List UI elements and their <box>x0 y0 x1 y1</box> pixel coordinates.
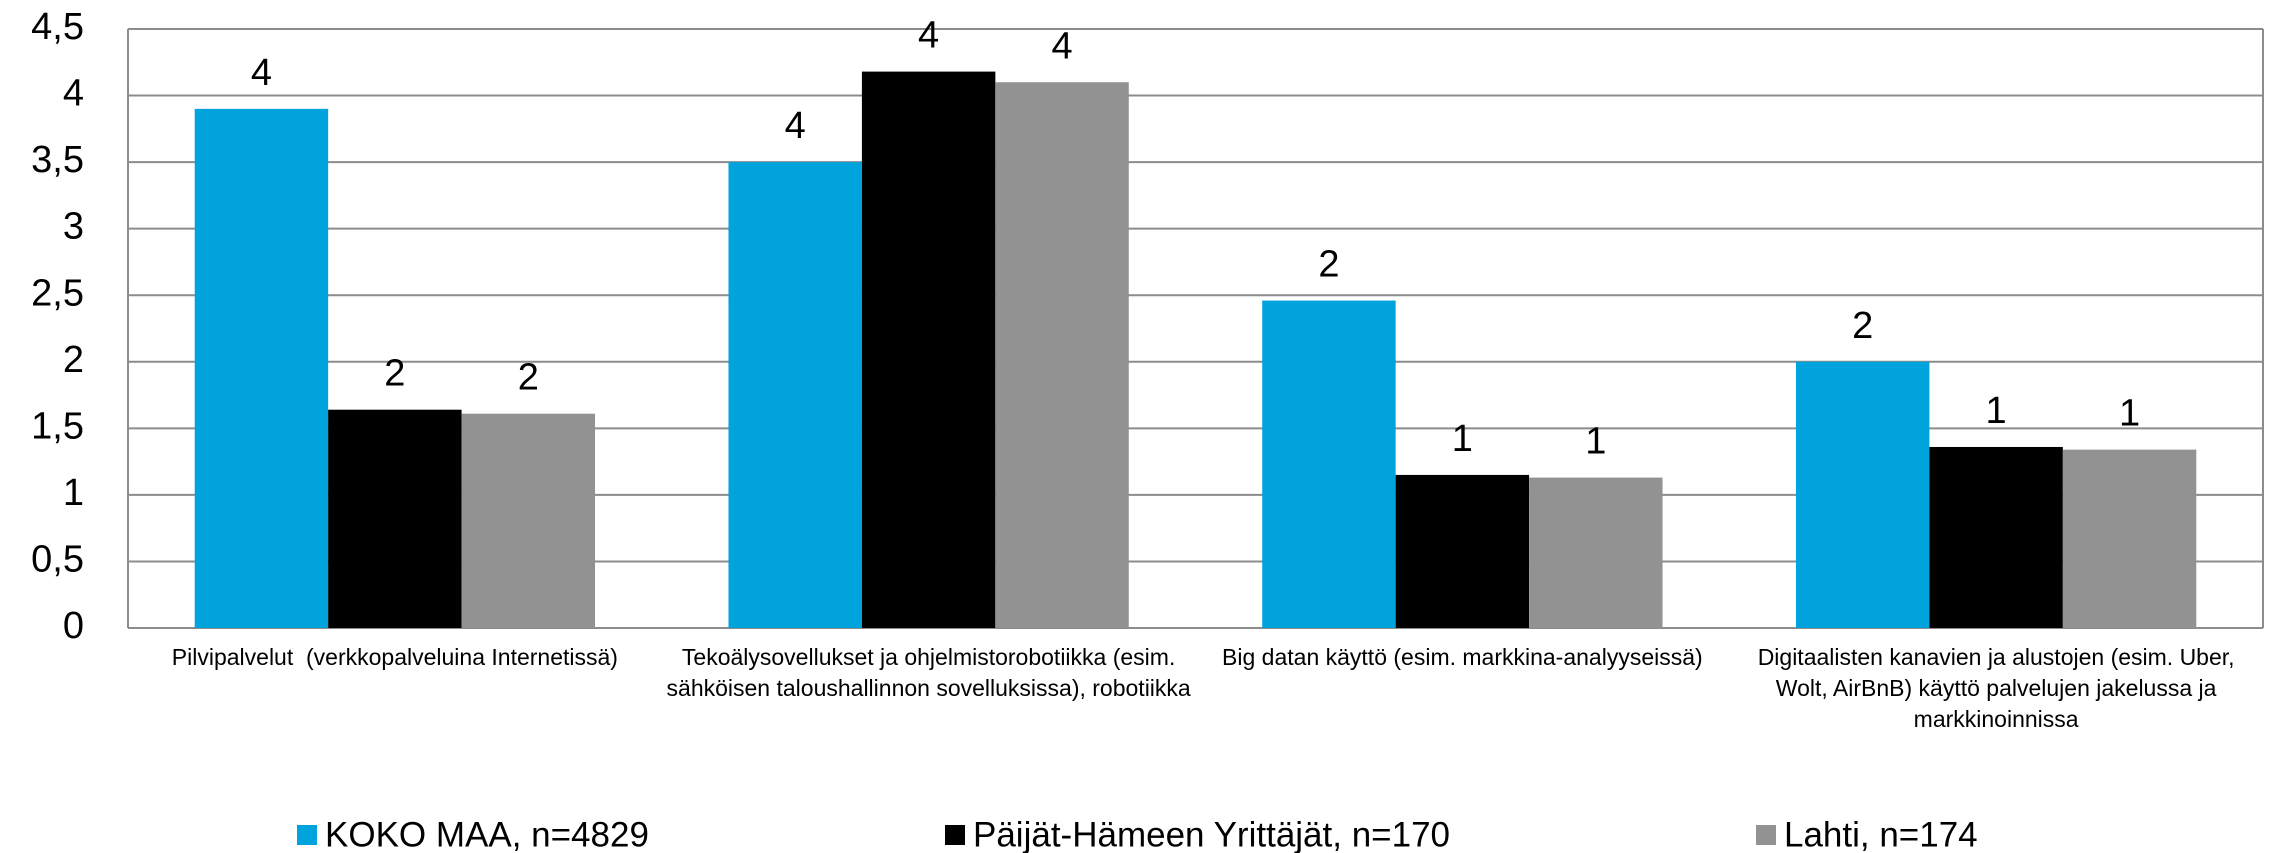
legend-swatch <box>945 825 965 845</box>
legend-label: KOKO MAA, n=4829 <box>325 815 649 853</box>
value-label: 1 <box>1986 390 2007 432</box>
y-tick-label: 0 <box>63 605 84 647</box>
value-label: 4 <box>918 15 939 57</box>
bar <box>1529 477 1663 628</box>
legend-swatch <box>1756 825 1776 845</box>
bar <box>995 82 1129 628</box>
bar <box>861 71 996 628</box>
x-tick-label: Pilvipalvelut (verkkopalveluina Internet… <box>171 644 618 670</box>
bar <box>328 409 462 628</box>
value-label: 2 <box>1318 244 1339 286</box>
legend-label: Lahti, n=174 <box>1784 815 1978 853</box>
legend-label: Päijät-Hämeen Yrittäjät, n=170 <box>973 815 1450 853</box>
value-label: 4 <box>1051 25 1072 67</box>
bar <box>728 162 862 628</box>
bar <box>1395 474 1530 628</box>
y-tick-label: 3 <box>63 206 84 248</box>
y-tick-label: 2,5 <box>31 272 84 314</box>
value-label: 1 <box>1452 418 1473 460</box>
bar <box>1795 361 1930 628</box>
value-label: 1 <box>1585 421 1606 463</box>
y-tick-label: 1,5 <box>31 405 84 447</box>
y-tick-label: 0,5 <box>31 538 84 580</box>
x-tick-label: Tekoälysovellukset ja ohjelmistorobotiik… <box>666 644 1191 701</box>
value-label: 2 <box>1852 305 1873 347</box>
y-tick-label: 4 <box>63 73 84 115</box>
y-tick-label: 1 <box>63 472 84 514</box>
value-label: 1 <box>2119 393 2140 435</box>
bar <box>2062 449 2197 628</box>
bar <box>1929 446 2063 628</box>
bar <box>461 413 596 628</box>
legend-swatch <box>297 825 317 845</box>
bar <box>1262 300 1396 628</box>
y-tick-label: 2 <box>63 339 84 381</box>
value-label: 2 <box>518 357 539 399</box>
bar <box>194 108 329 628</box>
y-tick-label: 3,5 <box>31 139 84 181</box>
value-label: 4 <box>251 52 272 94</box>
y-tick-label: 4,5 <box>31 6 84 48</box>
x-tick-label: Digitaalisten kanavien ja alustojen (esi… <box>1757 644 2241 732</box>
x-tick-label: Big datan käyttö (esim. markkina-analyys… <box>1222 644 1703 670</box>
value-label: 4 <box>785 105 806 147</box>
value-label: 2 <box>384 353 405 395</box>
